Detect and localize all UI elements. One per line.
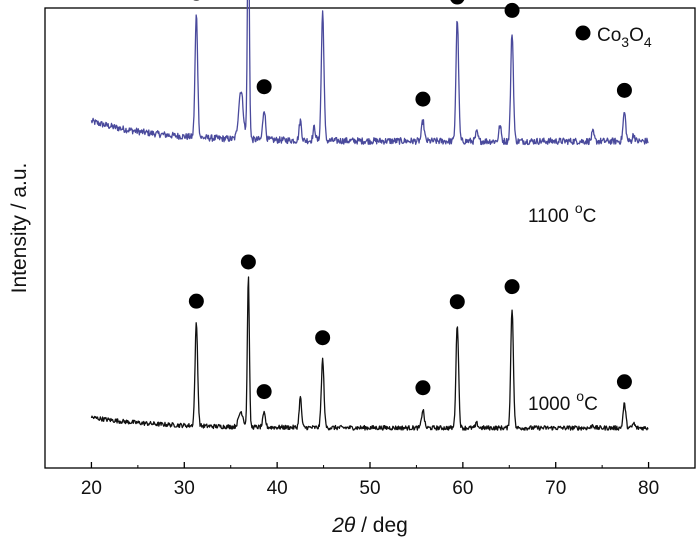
peak-marker — [415, 380, 431, 396]
peak-marker — [315, 330, 331, 346]
peak-marker — [256, 79, 272, 95]
x-tick-label: 40 — [267, 478, 288, 499]
peak-marker — [504, 279, 520, 295]
x-tick-label: 50 — [359, 478, 380, 499]
peak-marker — [240, 254, 256, 270]
peak-marker — [450, 0, 465, 5]
peak-marker — [616, 374, 632, 390]
series-label-1100: 1100 oC — [528, 200, 596, 227]
peak-markers — [188, 0, 632, 400]
x-tick-label: 30 — [174, 478, 195, 499]
series-label-1000: 1000 oC — [528, 388, 598, 415]
x-tick-label: 60 — [452, 478, 473, 499]
peak-marker — [256, 384, 272, 400]
legend-label: Co3O4 — [597, 25, 652, 50]
series-line-1100 — [90, 0, 649, 146]
y-axis-title: Intensity / a.u. — [8, 163, 31, 294]
series-line-1000 — [90, 276, 649, 431]
peak-marker — [616, 82, 632, 98]
peak-marker — [193, 0, 200, 1]
peak-marker — [188, 293, 204, 309]
peak-marker — [504, 2, 520, 18]
x-axis-title: 2θ / deg — [331, 514, 408, 537]
x-tick-label: 70 — [545, 478, 566, 499]
peak-marker — [415, 91, 431, 107]
legend-marker — [575, 25, 591, 41]
traces — [90, 0, 649, 431]
x-tick-label: 20 — [81, 478, 102, 499]
peak-marker — [449, 294, 465, 310]
legend: Co3O4 — [575, 25, 652, 50]
x-tick-label: 80 — [638, 478, 659, 499]
x-axis: 20 30 40 50 60 70 80 — [81, 462, 659, 499]
